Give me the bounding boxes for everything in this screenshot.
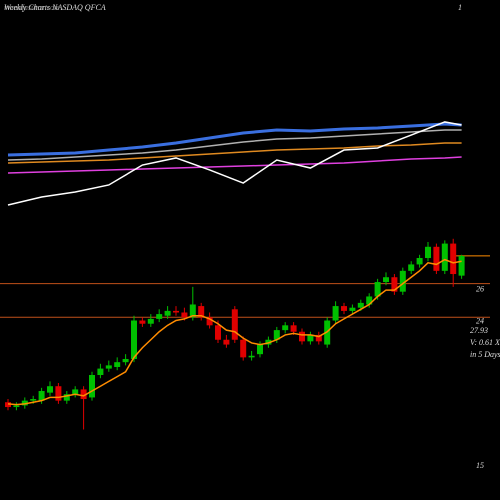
- candle-body: [366, 296, 373, 305]
- candle-body: [55, 386, 62, 401]
- candle-body: [122, 358, 129, 363]
- indicator-line: [7, 156, 462, 174]
- y-tick-label: 26: [476, 285, 484, 294]
- candle-body: [164, 310, 171, 316]
- candle-body: [399, 270, 406, 292]
- candle-body: [332, 306, 339, 321]
- candle-body: [198, 306, 205, 318]
- candle-body: [374, 282, 381, 297]
- indicator-line: [7, 142, 462, 164]
- candle-body: [248, 355, 255, 358]
- candle-body: [408, 264, 415, 271]
- candle-body: [433, 246, 440, 271]
- candle-body: [290, 325, 297, 332]
- candle-body: [89, 375, 95, 398]
- candle-body: [189, 304, 196, 318]
- candle-body: [307, 334, 314, 342]
- candle-body: [341, 306, 347, 311]
- candle-body: [257, 344, 263, 355]
- candle-body: [206, 317, 213, 326]
- candle-body: [80, 389, 87, 400]
- y-tick-label: 15: [476, 461, 484, 470]
- candle-body: [231, 309, 238, 340]
- last-close: 27.93: [470, 326, 488, 335]
- volume-label: V: 0.61 X: [470, 338, 500, 347]
- candle-body: [63, 394, 70, 401]
- candle-body: [383, 277, 389, 283]
- candle-body: [21, 400, 28, 406]
- candle-body: [416, 258, 423, 265]
- candle-body: [240, 339, 247, 358]
- corner-label: 1: [458, 3, 462, 12]
- candle-body: [131, 320, 137, 359]
- candle-body: [458, 255, 465, 276]
- candle-body: [173, 310, 179, 313]
- candle-body: [114, 362, 121, 367]
- candle-body: [105, 365, 112, 369]
- candle-body: [425, 246, 431, 259]
- candle-body: [282, 325, 289, 331]
- period-label: in 5 Days: [470, 350, 500, 359]
- indicator-line: [7, 129, 462, 161]
- chart-title: Weekly Charts NASDAQ QFCA: [4, 3, 106, 12]
- y-tick-label: 24: [476, 317, 484, 326]
- candle-body: [5, 402, 11, 408]
- candle-body: [391, 277, 398, 292]
- candle-body: [38, 391, 45, 401]
- candle-body: [450, 243, 457, 275]
- candle-body: [147, 318, 154, 324]
- candle-body: [273, 330, 280, 340]
- candle-body: [30, 399, 37, 401]
- candle-body: [315, 334, 322, 342]
- candle-body: [223, 339, 230, 345]
- candle-body: [349, 307, 356, 311]
- indicator-line: [7, 122, 462, 157]
- indicator-line: [7, 121, 462, 206]
- candle-body: [181, 312, 188, 318]
- candle-body: [97, 368, 104, 375]
- candle-body: [441, 243, 448, 271]
- moving-average: [7, 258, 462, 406]
- watermark: munafasutra.com: [4, 3, 60, 12]
- candle-body: [156, 314, 163, 319]
- candle-body: [47, 386, 53, 393]
- candle-body: [299, 331, 305, 342]
- candle-body: [215, 325, 221, 340]
- candle-body: [72, 389, 79, 395]
- candle-body: [13, 405, 20, 408]
- candle-body: [139, 320, 146, 324]
- candle-body: [357, 302, 364, 308]
